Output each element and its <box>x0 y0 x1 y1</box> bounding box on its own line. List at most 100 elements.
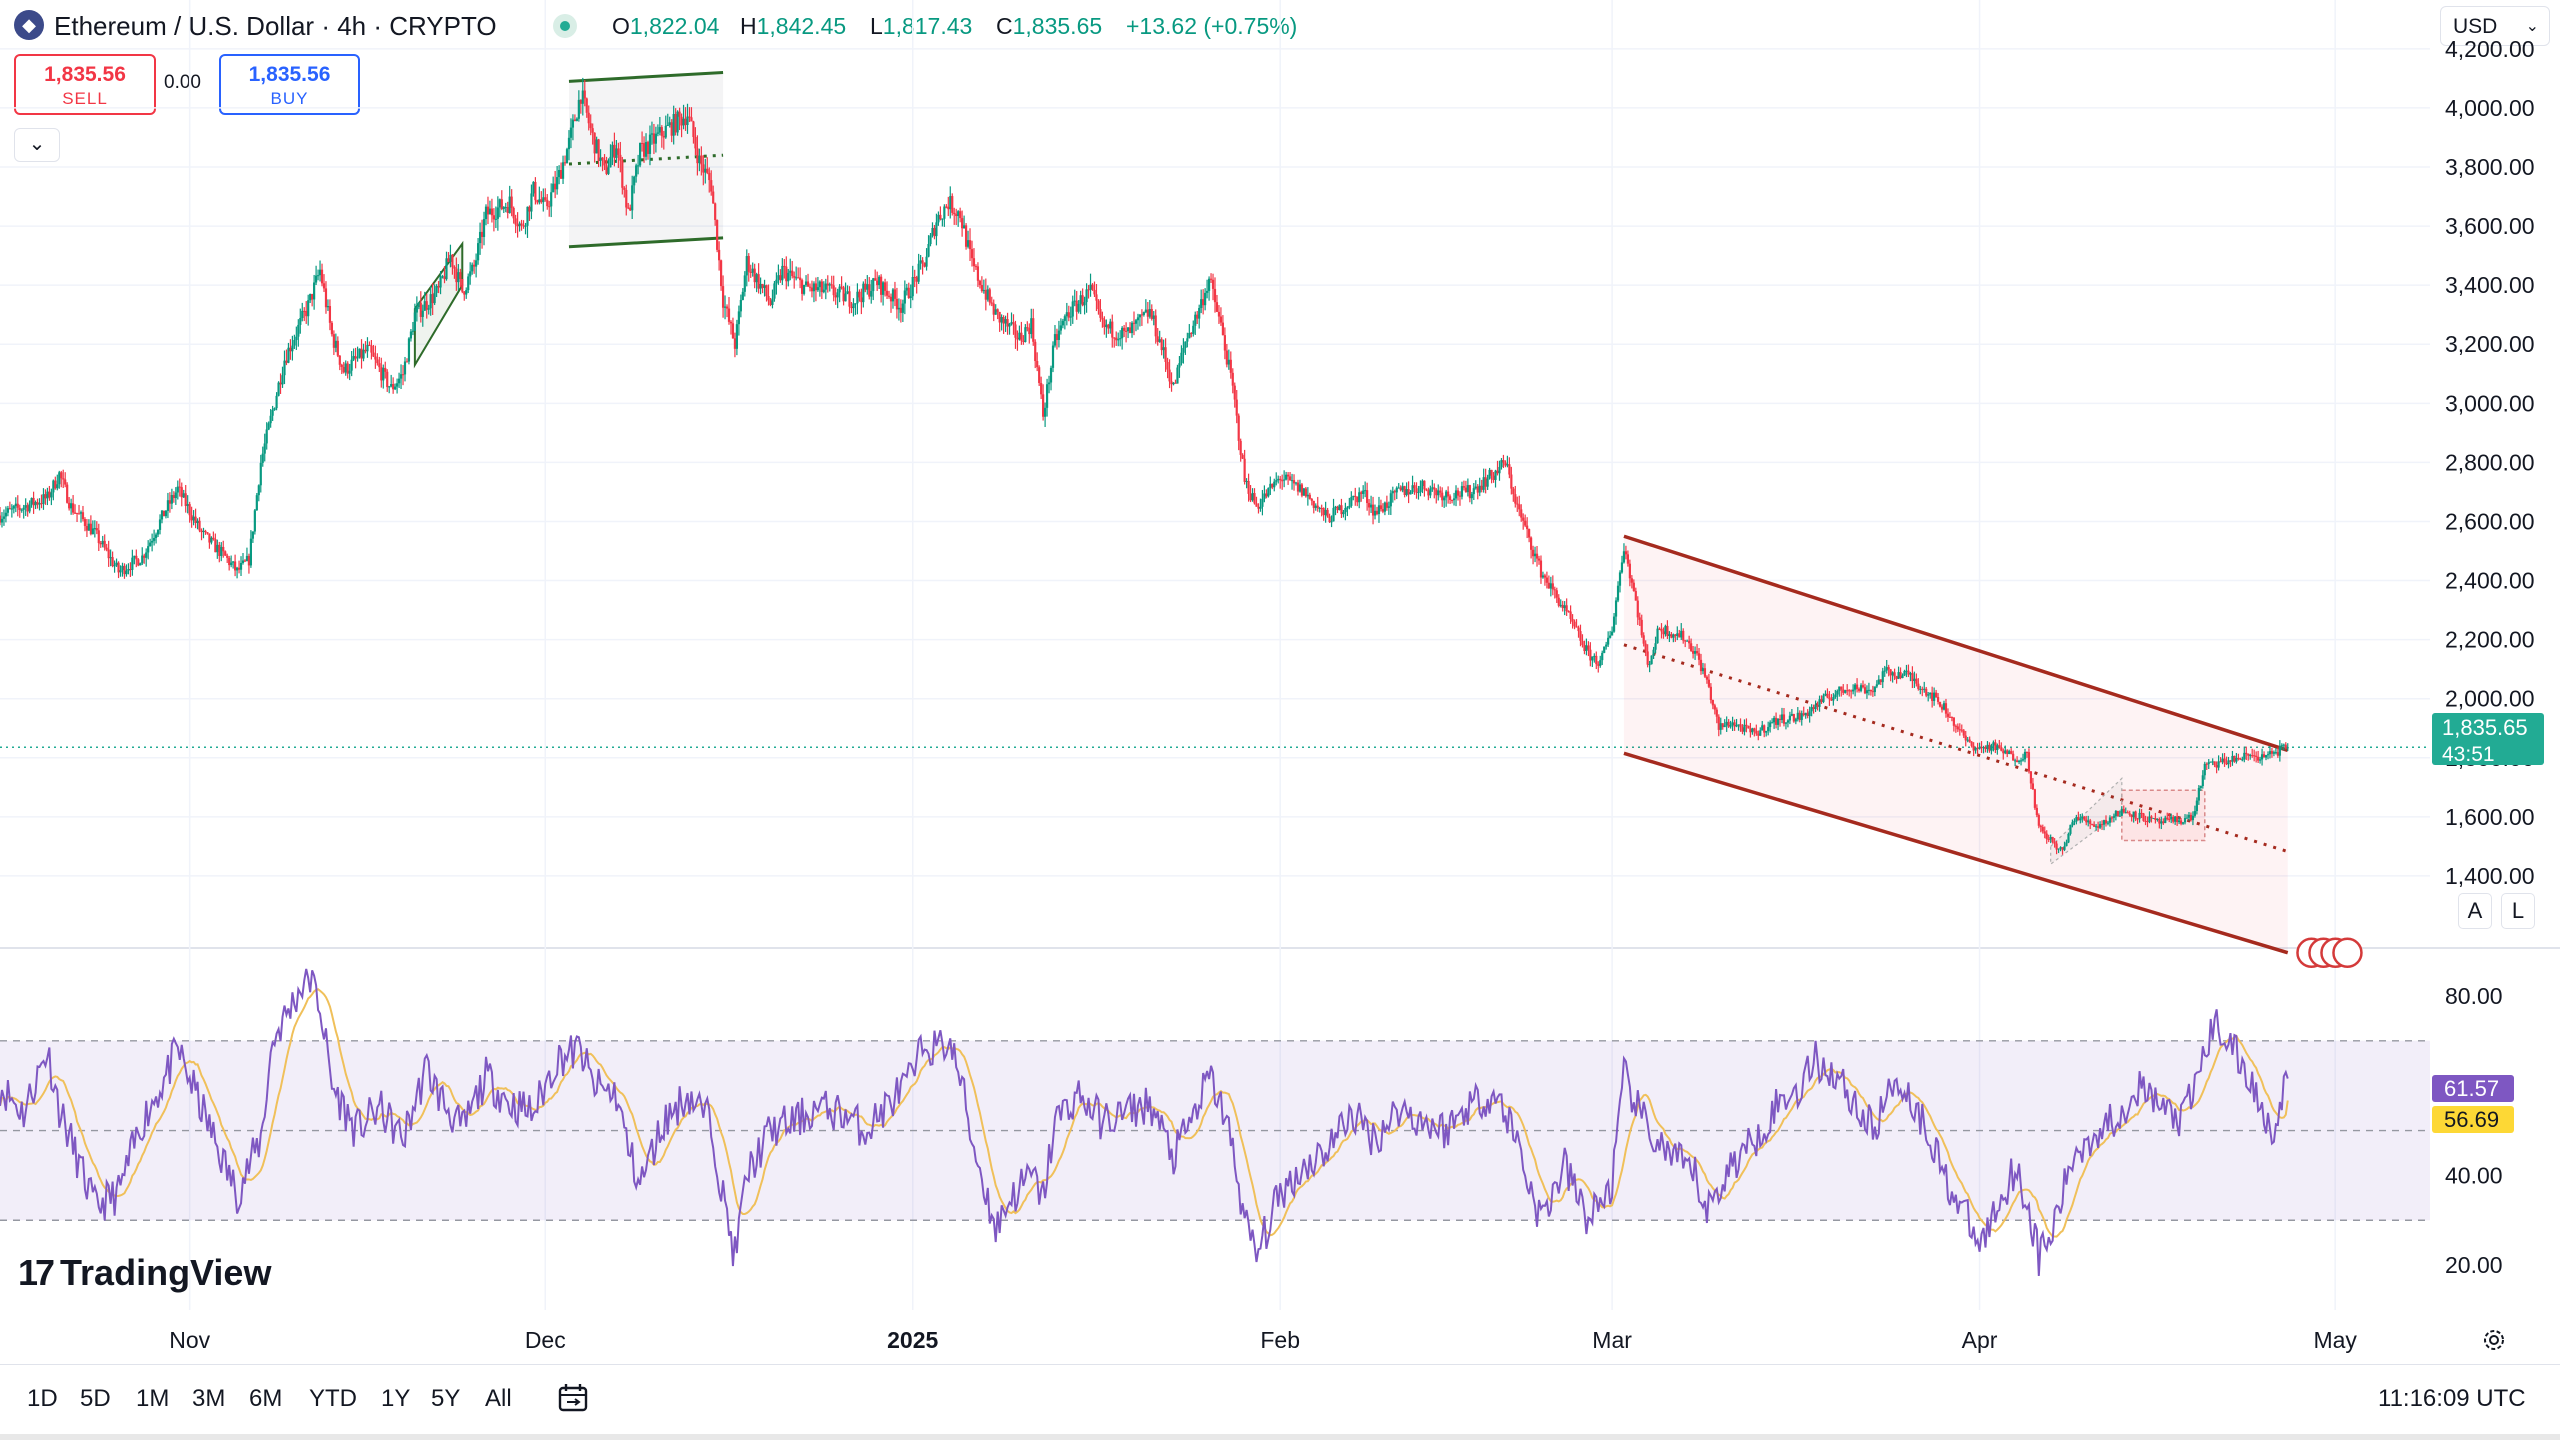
channel-bottom-line[interactable] <box>1623 751 2289 955</box>
candle-body <box>445 258 448 280</box>
candle-body <box>927 244 930 257</box>
ethereum-icon[interactable]: ◆ <box>14 10 44 40</box>
candle-body <box>605 165 608 174</box>
range-1m-button[interactable]: 1M <box>136 1385 170 1412</box>
range-1d-button[interactable]: 1D <box>27 1385 58 1412</box>
tradingview-logo[interactable]: 17 TradingView <box>18 1252 271 1294</box>
candle-body <box>962 225 966 229</box>
candle-body <box>1526 525 1529 530</box>
candle-body <box>113 565 116 567</box>
candle-body <box>1168 369 1171 382</box>
candle-body <box>680 116 683 126</box>
range-ytd-button[interactable]: YTD <box>309 1385 357 1412</box>
market-status-icon[interactable] <box>553 14 577 38</box>
grid <box>0 0 2560 1310</box>
candle-body <box>182 493 185 498</box>
range-5y-button[interactable]: 5Y <box>431 1385 461 1412</box>
us-event-flag-icon[interactable] <box>2332 937 2363 968</box>
candle-body <box>1267 488 1270 497</box>
candle-body <box>725 306 729 309</box>
candle-body <box>1830 699 1833 701</box>
candle-body <box>1202 299 1205 306</box>
candle-body <box>577 99 580 119</box>
candle-body <box>2055 843 2058 850</box>
price-chart[interactable]: 4,200.00 4,000.00 3,800.00 3,600.00 3,400.00… <box>0 0 2560 1364</box>
candle-body <box>93 528 96 530</box>
candle-body <box>1599 660 1602 666</box>
candle-body <box>536 200 539 203</box>
candle-body <box>1684 640 1687 642</box>
candle-body <box>1251 493 1254 501</box>
calendar-range-icon[interactable] <box>556 1381 590 1415</box>
candle-body <box>1703 668 1707 677</box>
channel-top-line[interactable] <box>1623 534 2289 753</box>
buy-button[interactable]: 1,835.56 BUY <box>219 54 360 115</box>
candle-body <box>881 282 885 295</box>
candle-body <box>731 323 735 339</box>
candle-body <box>1660 628 1663 632</box>
range-box-bottom[interactable] <box>568 236 724 249</box>
candle-body <box>1907 670 1910 675</box>
candle-body <box>1285 474 1288 480</box>
candle-body <box>488 208 492 215</box>
candle-body <box>619 154 622 161</box>
rsi-pane[interactable]: 80.00 40.00 20.00 <box>0 968 2503 1278</box>
candle-body <box>1018 332 1021 340</box>
currency-select[interactable]: USD ⌄ <box>2440 6 2550 46</box>
candle-body <box>629 207 632 211</box>
candle-body <box>1723 725 1726 728</box>
candle-body <box>131 557 134 570</box>
symbol-title[interactable]: Ethereum / U.S. Dollar · 4h · CRYPTO <box>54 11 497 41</box>
candle-body <box>107 549 110 559</box>
sell-button[interactable]: 1,835.56 SELL <box>14 54 156 115</box>
candle-body <box>846 291 849 294</box>
candle-body <box>1788 715 1792 721</box>
candle-body <box>2207 762 2210 765</box>
candle-body <box>968 240 972 250</box>
range-box-top[interactable] <box>568 70 724 83</box>
candle-body <box>1682 630 1685 641</box>
candle-body <box>459 272 462 279</box>
candle-body <box>1225 350 1228 365</box>
candle-body <box>1549 583 1552 589</box>
range-3m-button[interactable]: 3M <box>192 1385 226 1412</box>
candle-body <box>1004 319 1007 324</box>
utc-clock[interactable]: 11:16:09 UTC <box>2378 1385 2526 1412</box>
candle-body <box>1445 491 1448 498</box>
candle-body <box>702 164 705 173</box>
candle-body <box>1771 722 1774 724</box>
candle-body <box>253 510 256 532</box>
range-all-button[interactable]: All <box>485 1385 512 1412</box>
candle-body <box>307 300 310 317</box>
candle-body <box>1721 723 1724 728</box>
candle-body <box>1348 505 1351 508</box>
candle-body <box>257 485 260 496</box>
log-scale-button[interactable]: L <box>2501 893 2535 929</box>
candle-body <box>1024 327 1027 343</box>
range-1y-button[interactable]: 1Y <box>381 1385 411 1412</box>
candle-body <box>992 303 995 315</box>
candle-body <box>2251 755 2254 757</box>
candle-body <box>204 530 207 533</box>
time-axis[interactable]: Nov Dec 2025 Feb Mar Apr May <box>169 1327 2357 1353</box>
candle-body <box>943 206 946 219</box>
collapse-button[interactable]: ⌄ <box>14 128 60 162</box>
settings-gear-icon[interactable] <box>2480 1326 2508 1354</box>
candle-body <box>1407 489 1410 495</box>
candle-body <box>1215 302 1219 312</box>
candle-body <box>1441 492 1444 501</box>
candle-body <box>235 567 239 571</box>
auto-scale-button[interactable]: A <box>2458 893 2492 929</box>
candle-body <box>60 472 63 479</box>
candle-body <box>1863 687 1867 694</box>
candle-body <box>1597 664 1600 666</box>
candle-body <box>42 494 45 504</box>
range-5d-button[interactable]: 5D <box>80 1385 111 1412</box>
candle-body <box>887 295 891 297</box>
range-6m-button[interactable]: 6M <box>249 1385 283 1412</box>
candle-body <box>1500 460 1503 467</box>
pennant-drawing[interactable] <box>413 240 464 369</box>
channel-fill[interactable] <box>1623 536 2288 953</box>
candle-body <box>2126 812 2129 814</box>
candle-body <box>405 361 409 363</box>
